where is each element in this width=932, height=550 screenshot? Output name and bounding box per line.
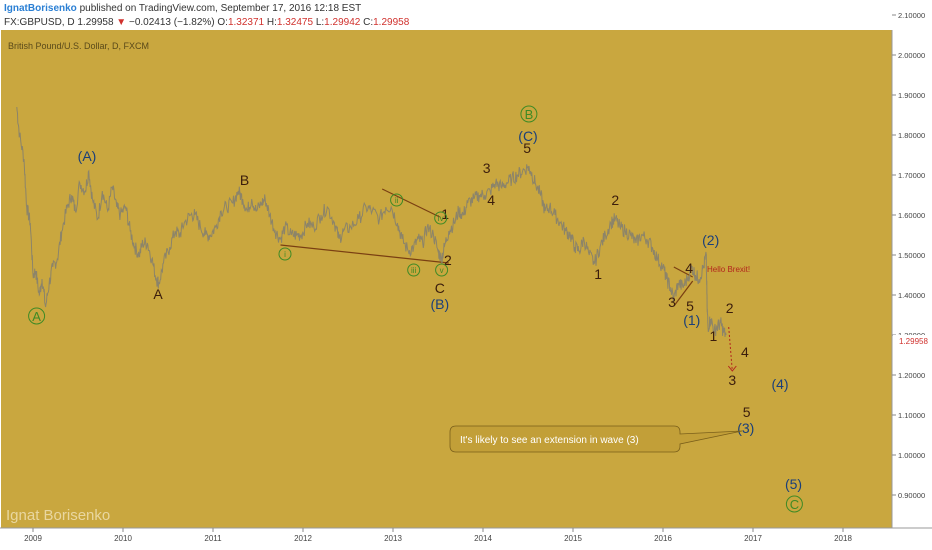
- chart-title: British Pound/U.S. Dollar, D, FXCM: [8, 41, 149, 51]
- x-tick-label: 2013: [384, 534, 402, 543]
- last-price: 1.29958: [77, 17, 114, 28]
- price-line: [16, 106, 727, 338]
- price-axis[interactable]: [892, 30, 932, 528]
- y-tick-label: 2.10000: [898, 11, 925, 20]
- wave-circle-small: [407, 263, 421, 277]
- x-tick-label: 2011: [204, 534, 222, 543]
- wave-label-dark: 2: [444, 252, 452, 268]
- callout-shape: [449, 425, 743, 453]
- c-label: C:: [363, 17, 374, 28]
- x-tick-label: 2012: [294, 534, 312, 543]
- wave-circle-small: [435, 263, 449, 277]
- publish-info: IgnatBorisenko published on TradingView.…: [4, 3, 361, 14]
- y-tick-label: 1.60000: [898, 211, 925, 220]
- wave-label-blue: (1): [683, 312, 700, 328]
- o-label: O:: [217, 17, 228, 28]
- publish-text: published on TradingView.com, September …: [79, 3, 362, 14]
- wave-label-dark: 1: [710, 328, 718, 344]
- h-value: 1.32475: [276, 17, 314, 28]
- wave-label-dark: 3: [668, 294, 676, 310]
- x-tick-label: 2018: [834, 534, 852, 543]
- x-tick-label: 2010: [114, 534, 132, 543]
- x-tick-label: 2015: [564, 534, 582, 543]
- wave-circle-small: [390, 193, 404, 207]
- c-value: 1.29958: [373, 17, 410, 28]
- wave-label-dark: B: [240, 172, 249, 188]
- o-value: 1.32371: [227, 17, 265, 28]
- watermark: Ignat Borisenko: [6, 507, 110, 524]
- wave-label-dark: 2: [726, 300, 734, 316]
- wave-label-dark: 1: [594, 266, 602, 282]
- x-tick-label: 2016: [654, 534, 672, 543]
- callout: It's likely to see an extension in wave …: [449, 425, 743, 453]
- wave-label-blue: (2): [702, 232, 719, 248]
- wave-label-green: i: [284, 250, 286, 259]
- trendline-upper: [381, 188, 441, 218]
- forecast-arrow: [728, 326, 733, 372]
- wave-label-dark: A: [153, 286, 163, 302]
- y-tick-label: 1.20000: [898, 371, 925, 380]
- wave-circle-large: [520, 105, 538, 123]
- wave-label-green-large: A: [32, 309, 41, 324]
- wave-circle-small: [278, 247, 292, 261]
- wave-label-dark: 3: [728, 372, 736, 388]
- wave-label-dark: 5: [686, 298, 694, 314]
- h-label: H:: [266, 17, 277, 28]
- forecast-arrowhead: [727, 365, 737, 372]
- wave-label-blue: (A): [78, 148, 97, 164]
- price-tag: 1.29958: [893, 335, 932, 347]
- callout-text: It's likely to see an extension in wave …: [460, 435, 639, 446]
- triangle-line-lower: [674, 280, 694, 306]
- wave-label-blue: (C): [518, 128, 537, 144]
- author-name[interactable]: IgnatBorisenko: [4, 3, 77, 14]
- wave-label-green-large: C: [790, 497, 799, 512]
- symbol-label: FX:GBPUSD, D: [4, 17, 75, 28]
- y-tick-label: 2.00000: [898, 51, 925, 60]
- y-tick-label: 1.40000: [898, 291, 925, 300]
- wave-label-dark: 2: [611, 192, 619, 208]
- price-tag-text: 1.29958: [899, 337, 928, 346]
- l-label: L:: [315, 17, 325, 28]
- y-tick-label: 0.90000: [898, 491, 925, 500]
- y-tick-label: 1.90000: [898, 91, 925, 100]
- plot-area[interactable]: [1, 30, 892, 528]
- wave-circle-large: [785, 495, 803, 513]
- y-tick-label: 1.70000: [898, 171, 925, 180]
- down-triangle-icon: ▼: [116, 17, 127, 28]
- time-axis[interactable]: [0, 528, 932, 550]
- wave-circle-large: [28, 307, 46, 325]
- wave-label-blue: (3): [737, 420, 754, 436]
- wave-label-blue: (5): [785, 476, 802, 492]
- x-tick-label: 2009: [24, 534, 42, 543]
- price-tag-bg: [893, 335, 932, 347]
- wave-label-dark: 4: [685, 260, 693, 276]
- wave-label-dark: 5: [743, 404, 751, 420]
- y-tick-label: 1.50000: [898, 251, 925, 260]
- ohlc-bar: FX:GBPUSD, D 1.29958 ▼ −0.02413 (−1.82%)…: [4, 17, 409, 28]
- x-tick-label: 2014: [474, 534, 492, 543]
- wave-label-dark: 4: [741, 344, 749, 360]
- wave-label-dark: 4: [487, 192, 495, 208]
- wave-label-green: ii: [395, 196, 399, 205]
- change-value: −0.02413 (−1.82%): [128, 17, 215, 28]
- wave-circle-small: [434, 211, 448, 225]
- wave-label-blue: (B): [430, 296, 449, 312]
- wave-label-dark: 5: [523, 140, 531, 156]
- wave-label-dark: 3: [483, 160, 491, 176]
- wave-label-green: v: [440, 266, 444, 275]
- brexit-note: Hello Brexit!: [707, 265, 750, 274]
- wave-label-blue: (4): [771, 376, 788, 392]
- y-tick-label: 1.10000: [898, 411, 925, 420]
- y-tick-label: 1.80000: [898, 131, 925, 140]
- x-tick-label: 2017: [744, 534, 762, 543]
- wave-label-green: iv: [438, 214, 444, 223]
- trendline-lower: [280, 244, 449, 264]
- l-value: 1.29942: [324, 17, 361, 28]
- y-tick-label: 1.00000: [898, 451, 925, 460]
- wave-label-dark: C: [435, 280, 445, 296]
- wave-label-green-large: B: [525, 107, 534, 122]
- wave-label-green: iii: [411, 266, 417, 275]
